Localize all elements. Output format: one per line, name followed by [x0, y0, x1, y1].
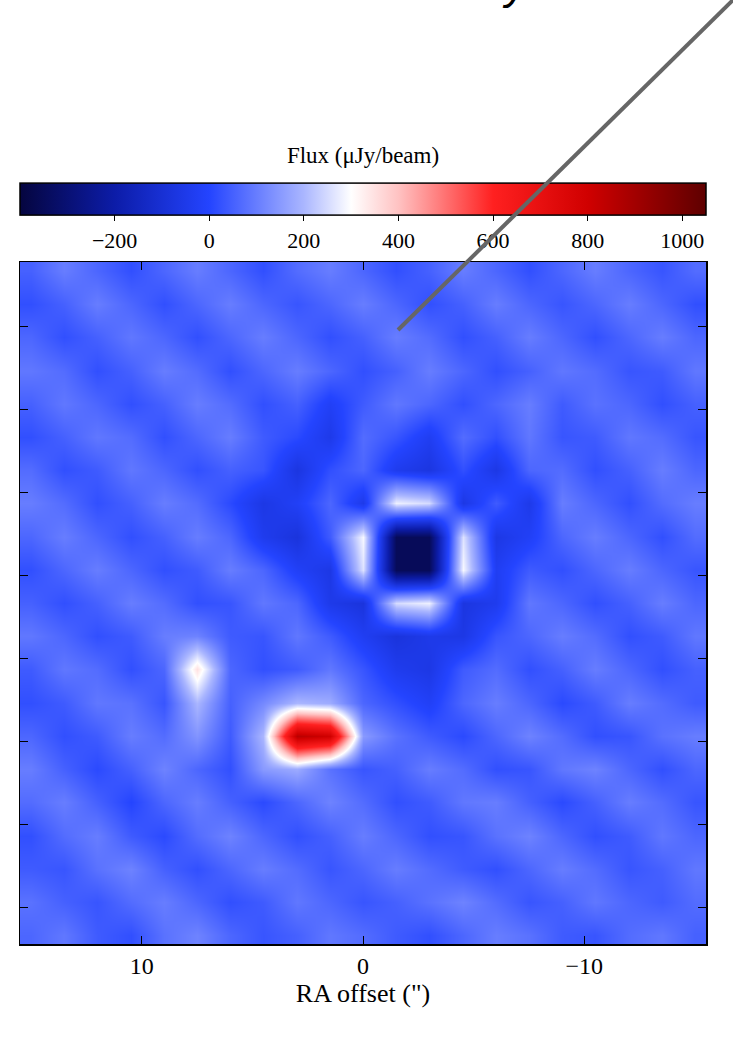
- svg-text:800: 800: [571, 228, 604, 253]
- svg-text:0: 0: [357, 953, 369, 979]
- svg-text:1000: 1000: [660, 228, 704, 253]
- svg-text:200: 200: [287, 228, 320, 253]
- svg-text:600: 600: [477, 228, 510, 253]
- svg-text:−10: −10: [566, 953, 604, 979]
- svg-text:10: 10: [130, 953, 154, 979]
- svg-text:ALMA 12m array: ALMA 12m array: [196, 0, 530, 8]
- svg-text:0: 0: [204, 228, 215, 253]
- svg-text:−200: −200: [92, 228, 137, 253]
- svg-text:400: 400: [382, 228, 415, 253]
- svg-text:Flux (μJy/beam): Flux (μJy/beam): [287, 143, 439, 168]
- svg-text:RA offset ("): RA offset ("): [296, 979, 430, 1008]
